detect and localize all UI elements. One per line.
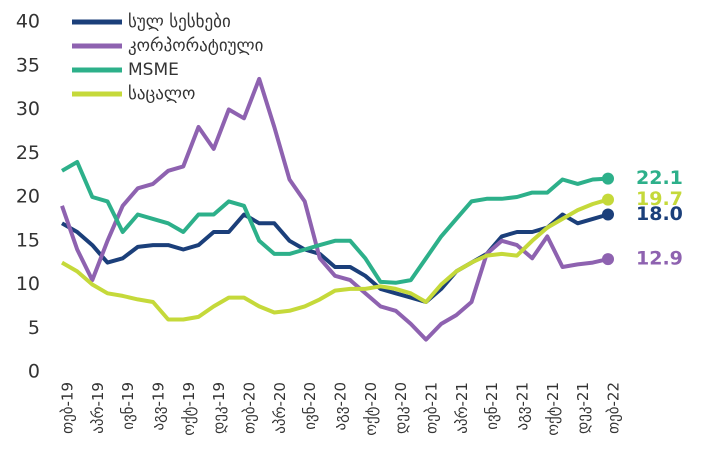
end-marker	[602, 193, 614, 206]
legend-label: სულ სესხები	[128, 12, 231, 32]
x-tick-label: თებ-19	[59, 382, 77, 434]
x-tick-label: აგვ-19	[150, 382, 168, 431]
series-line	[60, 76, 609, 342]
x-tick-label: დეკ-21	[574, 382, 592, 434]
y-tick-label: 15	[16, 229, 40, 251]
x-tick-label: ოქტ-21	[544, 382, 562, 436]
x-tick-label: აპრ-20	[271, 382, 289, 434]
x-tick-label: ოქტ-20	[362, 382, 380, 436]
x-tick-label: დეკ-19	[210, 382, 228, 434]
series-line	[60, 160, 609, 285]
x-tick-label: ივნ-20	[301, 382, 319, 430]
x-tick-label: აპრ-19	[89, 382, 107, 434]
end-marker	[602, 253, 614, 266]
end-marker	[602, 172, 614, 185]
x-tick-label: ივნ-21	[483, 382, 501, 430]
end-marker	[602, 208, 614, 221]
y-tick-label: 25	[16, 142, 40, 164]
series-line	[60, 197, 609, 322]
x-tick-label: ივნ-19	[119, 382, 137, 430]
y-tick-label: 20	[16, 186, 40, 208]
data-label: 22.1	[636, 167, 683, 189]
y-tick-label: 5	[28, 317, 40, 339]
series-line	[61, 212, 609, 304]
y-tick-label: 35	[16, 54, 40, 76]
x-tick-label: აპრ-21	[453, 382, 471, 434]
data-label: 19.7	[636, 188, 683, 210]
x-tick-label: თებ-22	[605, 382, 623, 434]
legend-label: საცალო	[128, 84, 195, 104]
x-tick-label: თებ-21	[423, 382, 441, 434]
legend-label: MSME	[128, 60, 179, 80]
legend-label: კორპორატიული	[128, 36, 263, 56]
y-tick-label: 40	[16, 11, 40, 33]
x-tick-label: ოქტ-19	[180, 382, 198, 436]
x-tick-label: თებ-20	[241, 382, 259, 434]
x-tick-label: აგვ-20	[332, 382, 350, 431]
y-tick-label: 0	[28, 361, 40, 383]
data-label: 12.9	[636, 248, 683, 270]
data-label: 18.0	[636, 203, 683, 225]
y-tick-label: 30	[16, 98, 40, 120]
x-tick-label: დეკ-20	[392, 382, 410, 434]
y-tick-label: 10	[16, 273, 40, 295]
x-tick-label: აგვ-21	[514, 382, 532, 431]
